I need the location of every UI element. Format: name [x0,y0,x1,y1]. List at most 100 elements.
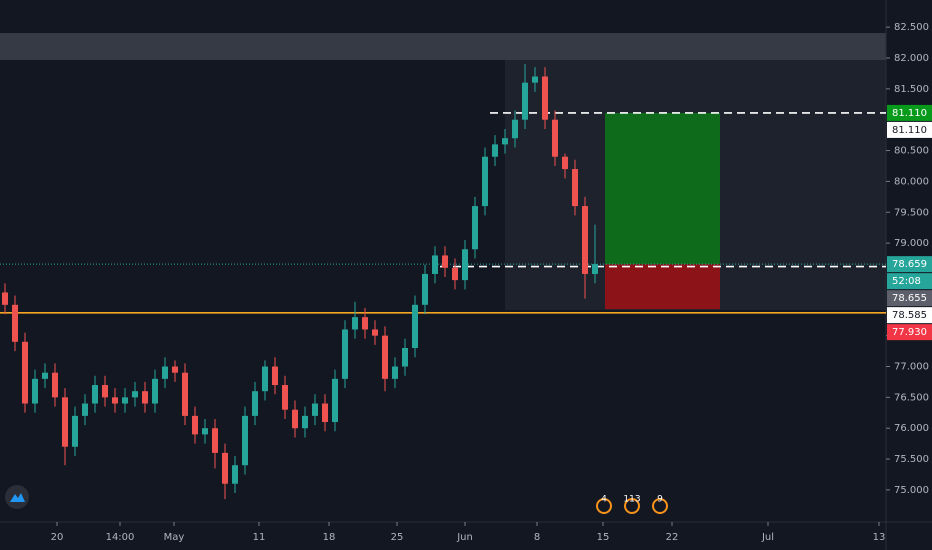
x-tick-label: 14:00 [106,532,135,543]
candle-body [552,119,558,157]
price-label: 81.110 [887,104,932,121]
event-badge-label: 113 [623,495,640,505]
price-label-bg [887,273,932,290]
candle-body [572,169,578,207]
candle-body [192,415,198,435]
top-band [0,33,886,60]
candle-body [272,366,278,386]
price-label: 77.930 [887,324,932,341]
price-label-text: 81.110 [892,108,927,119]
candle-body [442,255,448,268]
loss-zone [605,264,720,310]
candle-body [142,391,148,404]
candle-body [62,397,68,447]
y-tick-label: 75.500 [894,454,929,465]
candle-body [102,385,108,398]
price-label-text: 52:08 [892,276,921,287]
price-label-bg [887,324,932,341]
price-label-text: 77.930 [892,327,927,338]
x-tick-label: 25 [391,532,404,543]
candle-body [302,415,308,429]
candle-body [412,304,418,348]
price-label-bg [887,256,932,273]
candle-body [382,335,388,379]
x-tick-label: 13 [873,532,886,543]
price-label: 52:08 [887,273,932,290]
candle-body [592,264,598,274]
candle-body [212,428,218,453]
candle-body [492,144,498,157]
candle-body [532,76,538,83]
y-tick-label: 80.000 [894,176,929,187]
y-tick-label: 79.000 [894,238,929,249]
candle-body [12,304,18,342]
candle-body [372,329,378,336]
x-tick-label: May [164,532,185,543]
price-label-text: 78.585 [892,310,927,321]
candle-body [562,156,568,170]
candle-body [402,348,408,367]
candle-body [222,452,228,484]
x-tick-label: 11 [253,532,266,543]
x-tick-label: Jun [456,532,473,543]
candle-body [352,317,358,330]
candle-body [332,378,338,423]
candle-body [322,403,328,423]
candle-body [342,329,348,379]
candle-body [522,82,528,120]
candle-body [242,415,248,466]
candle-body [362,317,368,330]
candle-body [122,397,128,404]
candle-body [582,206,588,274]
x-tick-label: 18 [323,532,336,543]
candle-body [112,397,118,404]
candle-body [92,385,98,404]
x-tick-label: 20 [51,532,64,543]
candle-body [52,372,58,398]
profit-zone [605,112,720,265]
candle-body [32,378,38,404]
x-tick-label: Jul [761,532,774,543]
candle-body [152,378,158,404]
candle-body [132,391,138,398]
candle-body [172,366,178,373]
candle-body [482,156,488,207]
candle-body [422,273,428,305]
candle-body [72,415,78,447]
candle-body [472,206,478,250]
candle-body [262,366,268,392]
candle-body [182,372,188,416]
x-tick-label: 22 [666,532,679,543]
candle-body [312,403,318,416]
candle-body [162,366,168,379]
candle-body [2,292,8,305]
logo [5,485,29,509]
y-tick-label: 80.500 [894,146,929,157]
candle-body [252,391,258,416]
y-tick-label: 82.500 [894,22,929,33]
candle-body [42,372,48,379]
candle-body [292,409,298,429]
price-label-bg [887,290,932,307]
logo-mark [10,493,25,502]
price-label-bg [887,121,932,138]
candle-body [202,428,208,435]
price-label-text: 78.655 [892,293,927,304]
y-tick-label: 77.000 [894,362,929,373]
price-label: 78.659 [887,256,932,273]
candle-body [82,403,88,416]
price-label-bg [887,104,932,121]
candle-body [452,267,458,281]
candle-body [22,341,28,404]
price-label-text: 78.659 [892,259,927,270]
candle-body [392,366,398,379]
candle-body [462,249,468,281]
x-tick-label: 15 [597,532,610,543]
candle-body [512,119,518,139]
event-badge [624,498,640,514]
event-badge [596,498,612,514]
event-badge-label: 4 [601,495,607,505]
candle-body [282,385,288,410]
